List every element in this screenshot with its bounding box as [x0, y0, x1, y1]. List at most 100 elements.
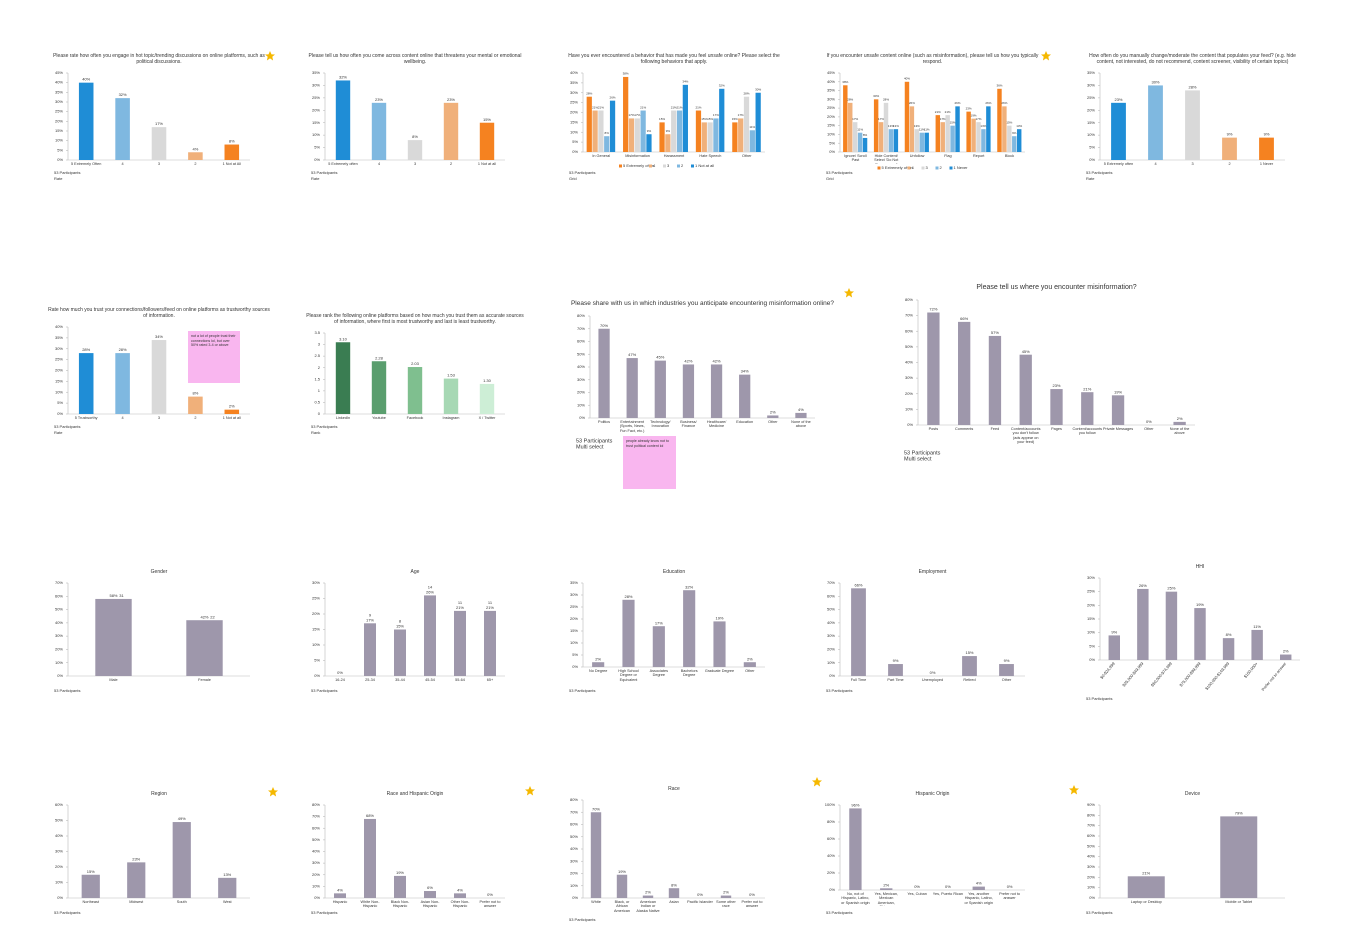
x-tick-label: Associates Degree	[649, 669, 668, 678]
bar	[115, 98, 130, 160]
value-label: 2%	[770, 410, 776, 415]
value-label: 28%	[624, 594, 632, 599]
value-label: 30%	[755, 88, 761, 92]
value-label: 15%	[396, 624, 404, 629]
value-label: 32%	[119, 92, 127, 97]
x-tick-label-box: Business/ Finance	[680, 420, 696, 428]
x-tick-label: Bachelors Degree	[680, 669, 698, 678]
x-tick-label: Other	[742, 154, 752, 158]
x-tick-label-box: 1 Not at All	[223, 162, 241, 166]
bar	[335, 342, 351, 414]
y-tick-label: 30%	[1087, 864, 1095, 869]
y-tick-label: 10%	[1087, 630, 1095, 635]
bar	[927, 312, 940, 425]
y-tick-label: 30%	[55, 99, 63, 104]
value-label: 34%	[682, 80, 688, 84]
value-label: 8%	[605, 131, 610, 135]
y-tick-label: 25%	[570, 100, 578, 105]
bar	[904, 81, 910, 152]
x-tick-label: 65+	[486, 678, 494, 682]
y-tick-label: 30%	[312, 860, 320, 865]
footer-text: 53 Participants	[826, 910, 852, 915]
x-tick-label: None of the above	[1169, 427, 1190, 436]
y-tick-label: 30%	[55, 346, 63, 351]
footer-text: Multi select	[904, 456, 932, 462]
legend-swatch	[691, 164, 694, 168]
x-tick-label: Prefer not to answer	[999, 892, 1021, 901]
value-label: 21%	[1142, 870, 1150, 875]
sticky-note-text-box: people already know not to trust politic…	[626, 439, 669, 448]
x-tick-label: Prefer not to answer	[1260, 661, 1287, 692]
footer-text: 53 Participants	[826, 170, 852, 175]
value-label: 19%	[618, 869, 626, 874]
x-tick-label: 1 Not at all	[222, 416, 241, 420]
y-tick-label: 10%	[55, 389, 63, 394]
value-label: 11%	[749, 125, 755, 129]
y-tick-label: 10%	[312, 642, 320, 647]
x-tick-label: 1 Never	[1259, 162, 1274, 166]
y-tick-label: 10%	[1087, 885, 1095, 890]
legend-swatch	[677, 164, 680, 168]
value-label: 70%	[592, 806, 600, 811]
x-tick-label: Hispanic	[332, 900, 348, 904]
chart-title-box: Hispanic Origin	[915, 791, 950, 797]
bar	[394, 629, 406, 676]
legend-label: 4	[653, 163, 656, 168]
bar	[443, 102, 459, 160]
x-tick-label-box: Pacific Islander	[687, 900, 713, 904]
x-tick-label-box: Some other race	[716, 900, 736, 909]
bar	[407, 367, 423, 414]
x-tick-label: 16-24	[335, 678, 345, 682]
chart-title: Hispanic Origin	[915, 791, 950, 797]
bar	[1259, 137, 1274, 160]
bar	[424, 891, 436, 898]
value-label: 9%	[647, 129, 652, 133]
value-label: 15%	[950, 120, 956, 124]
value-label: 0%	[1146, 419, 1152, 424]
legend-swatch	[649, 164, 652, 168]
y-tick-label: 0%	[572, 895, 578, 900]
y-tick-label: 25%	[55, 357, 63, 362]
bar	[1280, 654, 1292, 660]
y-tick-label: 20%	[55, 118, 63, 123]
value-label: 0%	[945, 884, 951, 889]
value-label: 0%	[914, 884, 920, 889]
x-tick-label-box: Private Messages	[1103, 427, 1133, 431]
value-label: 2.28	[375, 355, 384, 360]
value-label: 8%	[229, 139, 235, 144]
x-tick-label-box: Facebook	[407, 416, 424, 420]
chart-title: Race	[668, 786, 680, 792]
x-tick-label-box: West	[223, 900, 232, 904]
x-tick-label-box: Hispanic	[332, 900, 348, 904]
value-label: 15%	[732, 117, 738, 121]
bar	[843, 85, 848, 152]
x-tick-label: 2	[194, 162, 197, 166]
x-tick-label: Hide Content/ Select 'Do Not Recommend'	[874, 154, 899, 164]
y-tick-label: 60%	[55, 593, 63, 598]
y-tick-label: 40%	[827, 620, 835, 625]
value-label: 17%	[634, 113, 640, 117]
x-tick-label-box: 1 Not at all	[478, 162, 496, 166]
x-tick-label: Posts	[928, 427, 939, 431]
bar	[616, 874, 628, 898]
y-tick-label: 40%	[55, 620, 63, 625]
x-tick-label: Flag	[944, 154, 952, 158]
legend-label: 2	[681, 163, 684, 168]
x-tick-label-box: Healthcare/ Medicine	[707, 420, 726, 428]
bar	[188, 396, 203, 414]
value-label: 96%	[851, 802, 859, 807]
y-tick-label: 80%	[577, 313, 585, 318]
y-tick-label: 20%	[827, 114, 835, 119]
chart-title: Employment	[918, 569, 947, 575]
x-tick-label: No, not of Hispanic, Latino, or Spanish …	[841, 892, 870, 905]
y-tick-label: 25%	[312, 596, 320, 601]
x-tick-label: Other	[768, 420, 778, 424]
value-label: 36%	[996, 84, 1002, 88]
chart-title: Please rate how often you engage in hot …	[53, 53, 265, 65]
x-tick-label-box: Asian Non-Hispanic	[421, 900, 440, 908]
x-tick-label: Some other race	[716, 900, 736, 909]
y-tick-label: 0%	[314, 157, 320, 162]
chart-title-box: Employment	[918, 569, 947, 575]
y-tick-label: 0%	[829, 673, 835, 678]
